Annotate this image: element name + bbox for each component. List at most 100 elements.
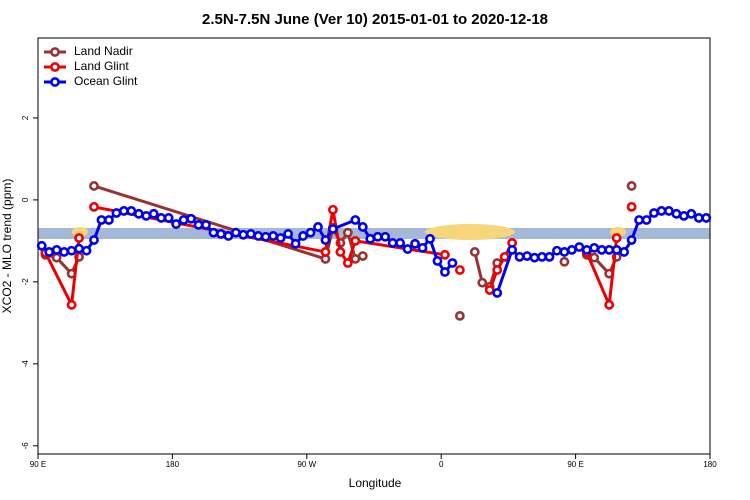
data-point — [552, 245, 562, 256]
data-point — [380, 231, 391, 242]
data-point — [260, 231, 271, 242]
data-point — [171, 219, 182, 229]
data-point — [313, 222, 323, 232]
data-point — [51, 244, 62, 255]
data-point — [335, 247, 346, 257]
data-point — [216, 229, 226, 239]
data-point — [290, 238, 301, 249]
data-point — [402, 244, 413, 254]
data-point — [477, 277, 488, 288]
data-point — [484, 285, 495, 295]
data-point — [604, 299, 615, 310]
data-point — [320, 235, 331, 245]
y-tick-label: -4 — [21, 360, 30, 368]
data-point — [566, 244, 577, 255]
data-point — [66, 299, 77, 310]
data-point — [178, 215, 189, 225]
data-point — [417, 242, 428, 253]
data-point — [357, 222, 368, 232]
legend-swatch-marker — [50, 47, 60, 57]
data-point — [89, 181, 99, 191]
data-point — [350, 215, 361, 225]
data-point — [245, 229, 256, 239]
data-point — [559, 247, 570, 257]
data-point — [74, 243, 84, 254]
data-point — [544, 251, 555, 262]
data-point — [492, 265, 503, 275]
data-point — [447, 258, 458, 268]
x-tick-label: 180 — [166, 460, 180, 469]
data-point — [574, 242, 585, 252]
data-point — [148, 208, 159, 219]
data-point — [440, 267, 450, 277]
data-point — [701, 213, 712, 223]
data-point — [305, 227, 316, 238]
background-band — [38, 224, 710, 240]
chart-title: 2.5N-7.5N June (Ver 10) 2015-01-01 to 20… — [202, 11, 548, 28]
data-point — [596, 244, 607, 255]
data-point — [328, 204, 338, 215]
legend-label: Ocean Glint — [74, 74, 138, 88]
data-point — [357, 251, 368, 261]
data-point — [193, 219, 204, 230]
data-point — [678, 210, 689, 221]
data-point — [454, 265, 465, 275]
reference-band — [38, 228, 710, 239]
data-point — [492, 288, 503, 298]
data-point — [626, 201, 637, 212]
data-point — [81, 245, 92, 256]
data-point — [74, 233, 84, 243]
data-point — [36, 240, 47, 251]
land-shape — [425, 224, 515, 240]
x-tick-label: 0 — [439, 460, 444, 469]
data-point — [387, 238, 398, 248]
data-point — [649, 208, 659, 218]
data-point — [634, 215, 644, 225]
data-point — [66, 245, 77, 256]
y-tick-label: -6 — [21, 442, 30, 450]
data-point — [454, 310, 465, 321]
x-tick-label: 90 E — [567, 460, 583, 469]
data-point — [201, 219, 211, 230]
data-point — [275, 233, 286, 243]
x-tick-label: 90 E — [30, 460, 46, 469]
data-point — [641, 215, 652, 225]
legend-label: Land Nadir — [74, 44, 133, 58]
data-point — [320, 247, 331, 257]
data-point — [104, 215, 114, 225]
data-point — [581, 244, 592, 255]
data-point — [111, 208, 122, 218]
data-point — [208, 227, 219, 238]
data-point — [440, 249, 450, 260]
data-point — [604, 244, 615, 255]
data-point — [686, 208, 697, 219]
data-point — [611, 244, 622, 255]
data-point — [186, 213, 196, 224]
data-point — [59, 247, 70, 257]
data-point — [342, 227, 353, 238]
data-point — [328, 224, 338, 234]
data-point — [141, 210, 152, 221]
y-tick-label: 2 — [21, 115, 30, 120]
data-point — [230, 227, 241, 238]
data-point — [395, 238, 406, 248]
y-tick-label: -2 — [21, 278, 30, 286]
data-point — [156, 213, 167, 223]
data-point — [499, 251, 510, 262]
data-point — [693, 213, 704, 223]
data-point — [425, 233, 435, 244]
data-point — [96, 215, 107, 225]
data-point — [350, 235, 361, 246]
y-axis-label: XCO2 - MLO trend (ppm) — [0, 179, 14, 314]
data-point — [537, 251, 547, 262]
data-point — [238, 229, 249, 240]
data-point — [365, 233, 376, 244]
data-point — [514, 251, 525, 262]
data-point — [133, 208, 144, 219]
data-point — [522, 251, 532, 261]
data-point — [372, 231, 383, 242]
data-point — [89, 201, 99, 212]
data-point — [44, 247, 55, 257]
